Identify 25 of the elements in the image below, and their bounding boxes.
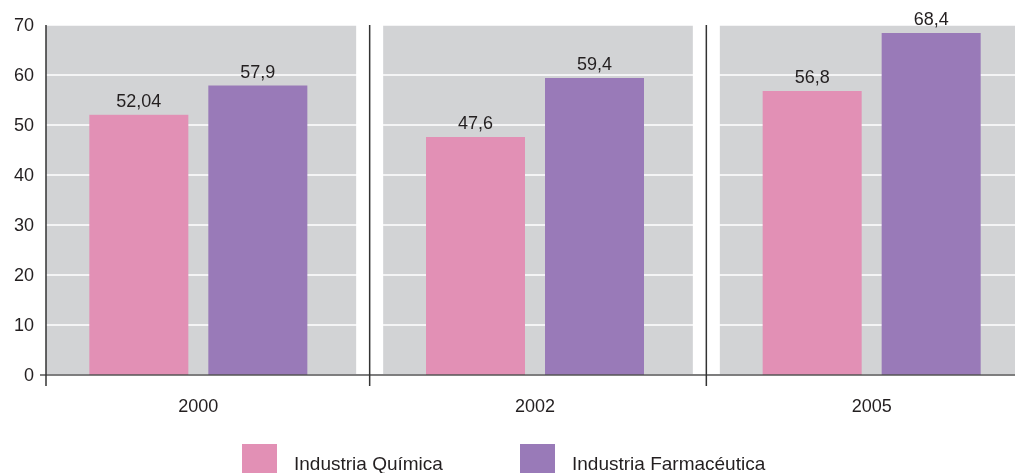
legend-label: Industria Química bbox=[294, 453, 444, 473]
bar bbox=[426, 137, 525, 375]
y-tick-label: 40 bbox=[13, 165, 34, 186]
y-tick-label: 70 bbox=[13, 15, 34, 36]
y-tick-label: 60 bbox=[13, 65, 34, 86]
y-tick-label: 10 bbox=[13, 315, 34, 336]
legend-label: Industria Farmacéutica bbox=[572, 453, 766, 473]
bar bbox=[545, 78, 644, 375]
x-tick-label: 2000 bbox=[178, 396, 219, 416]
bar bbox=[762, 91, 862, 375]
bar bbox=[881, 33, 981, 375]
y-tick-label: 20 bbox=[13, 265, 34, 286]
bar bbox=[89, 114, 189, 375]
data-label: 59,4 bbox=[576, 54, 613, 74]
x-tick-label: 2005 bbox=[851, 396, 892, 416]
data-label: 47,6 bbox=[457, 113, 494, 133]
y-tick-label: 50 bbox=[13, 115, 34, 136]
x-tick-label: 2002 bbox=[514, 396, 556, 416]
data-label: 68,4 bbox=[913, 9, 949, 29]
data-label: 56,8 bbox=[794, 67, 830, 87]
data-label: 57,9 bbox=[240, 61, 276, 82]
y-tick-label: 30 bbox=[13, 215, 34, 236]
bar bbox=[208, 85, 308, 375]
data-label: 52,04 bbox=[116, 90, 162, 111]
y-tick-label: 0 bbox=[23, 365, 34, 386]
